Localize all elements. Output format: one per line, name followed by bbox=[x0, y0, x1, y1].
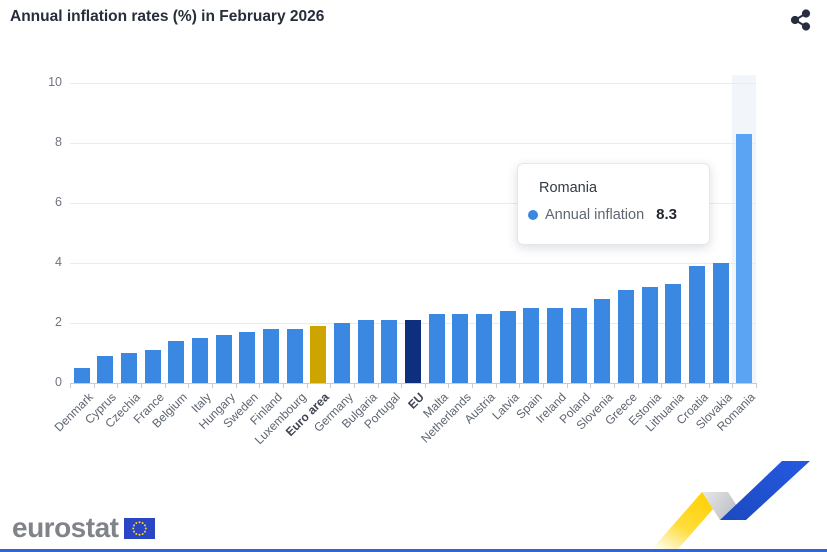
x-axis-tick bbox=[543, 383, 545, 388]
bar-bulgaria[interactable] bbox=[357, 320, 374, 383]
bar-netherlands[interactable] bbox=[452, 314, 469, 383]
x-axis-tick bbox=[495, 383, 497, 388]
eu-flag-icon bbox=[124, 517, 156, 539]
x-axis-tick bbox=[188, 383, 190, 388]
bar-belgium[interactable] bbox=[168, 341, 185, 383]
x-axis-tick bbox=[590, 383, 592, 388]
x-axis-tick bbox=[259, 383, 261, 388]
x-axis-tick bbox=[330, 383, 332, 388]
x-axis-line bbox=[70, 383, 756, 384]
tooltip: Romania Annual inflation 8.3 bbox=[517, 163, 710, 245]
bar-portugal[interactable] bbox=[381, 320, 398, 383]
bar-eu[interactable] bbox=[405, 320, 421, 383]
x-axis-tick bbox=[614, 383, 616, 388]
bar-spain[interactable] bbox=[523, 308, 540, 383]
x-axis-tick bbox=[117, 383, 119, 388]
share-icon bbox=[790, 9, 811, 31]
x-axis-tick bbox=[637, 383, 639, 388]
bar-sweden[interactable] bbox=[239, 332, 256, 383]
x-axis-tick bbox=[566, 383, 568, 388]
x-axis-tick bbox=[424, 383, 426, 388]
bar-greece[interactable] bbox=[617, 290, 634, 383]
bar-croatia[interactable] bbox=[688, 266, 705, 383]
x-axis-tick bbox=[164, 383, 166, 388]
bar-luxembourg[interactable] bbox=[286, 329, 303, 383]
x-axis-tick bbox=[93, 383, 95, 388]
bottom-accent-bar bbox=[0, 549, 827, 552]
bar-cyprus[interactable] bbox=[97, 356, 114, 383]
bar-slovakia[interactable] bbox=[712, 263, 729, 383]
tooltip-value: 8.3 bbox=[656, 206, 678, 223]
x-axis-tick bbox=[448, 383, 450, 388]
x-axis-tick bbox=[519, 383, 521, 388]
bar-czechia[interactable] bbox=[121, 353, 138, 383]
bar-austria[interactable] bbox=[475, 314, 492, 383]
bar-hungary[interactable] bbox=[215, 335, 232, 383]
eurostat-wordmark: eurostat bbox=[12, 512, 119, 543]
x-axis-tick bbox=[70, 383, 71, 388]
x-axis-tick bbox=[732, 383, 734, 388]
y-axis-tick-label: 8 bbox=[55, 135, 62, 149]
y-axis-tick-label: 6 bbox=[55, 195, 62, 209]
bar-slovenia[interactable] bbox=[594, 299, 611, 383]
y-axis-tick-label: 10 bbox=[48, 75, 62, 89]
x-axis-tick bbox=[685, 383, 687, 388]
bar-poland[interactable] bbox=[570, 308, 587, 383]
x-axis-tick bbox=[472, 383, 474, 388]
x-axis-tick bbox=[306, 383, 308, 388]
x-axis-tick bbox=[140, 383, 142, 388]
x-axis-tick bbox=[661, 383, 663, 388]
bar-romania[interactable] bbox=[736, 134, 753, 383]
tooltip-country: Romania bbox=[539, 180, 598, 196]
y-gridline bbox=[70, 203, 756, 204]
bar-finland[interactable] bbox=[263, 329, 280, 383]
bar-malta[interactable] bbox=[428, 314, 445, 383]
x-axis-tick bbox=[353, 383, 355, 388]
y-axis-tick-label: 0 bbox=[55, 375, 62, 389]
x-axis-tick bbox=[401, 383, 403, 388]
x-axis-tick bbox=[756, 383, 757, 388]
bar-latvia[interactable] bbox=[499, 311, 516, 383]
x-axis-tick bbox=[377, 383, 379, 388]
x-axis-tick bbox=[708, 383, 710, 388]
y-axis-tick-label: 2 bbox=[55, 315, 62, 329]
bar-denmark[interactable] bbox=[73, 368, 90, 383]
chart-title: Annual inflation rates (%) in February 2… bbox=[10, 8, 325, 25]
bar-euro-area[interactable] bbox=[310, 326, 327, 383]
bar-france[interactable] bbox=[144, 350, 161, 383]
share-button[interactable] bbox=[789, 8, 813, 32]
bar-germany[interactable] bbox=[334, 323, 351, 383]
bar-estonia[interactable] bbox=[641, 287, 658, 383]
bar-ireland[interactable] bbox=[546, 308, 563, 383]
x-axis-tick bbox=[282, 383, 284, 388]
y-gridline bbox=[70, 263, 756, 264]
decorative-ribbon-graphic bbox=[652, 461, 810, 549]
bar-lithuania[interactable] bbox=[665, 284, 682, 383]
y-gridline bbox=[70, 143, 756, 144]
y-gridline bbox=[70, 83, 756, 84]
y-axis-tick-label: 4 bbox=[55, 255, 62, 269]
x-axis-tick bbox=[211, 383, 213, 388]
bar-italy[interactable] bbox=[192, 338, 209, 383]
tooltip-series-label: Annual inflation bbox=[545, 206, 645, 223]
series-dot-icon bbox=[528, 209, 538, 220]
x-axis-tick bbox=[235, 383, 237, 388]
eurostat-logo: eurostat bbox=[12, 512, 156, 544]
